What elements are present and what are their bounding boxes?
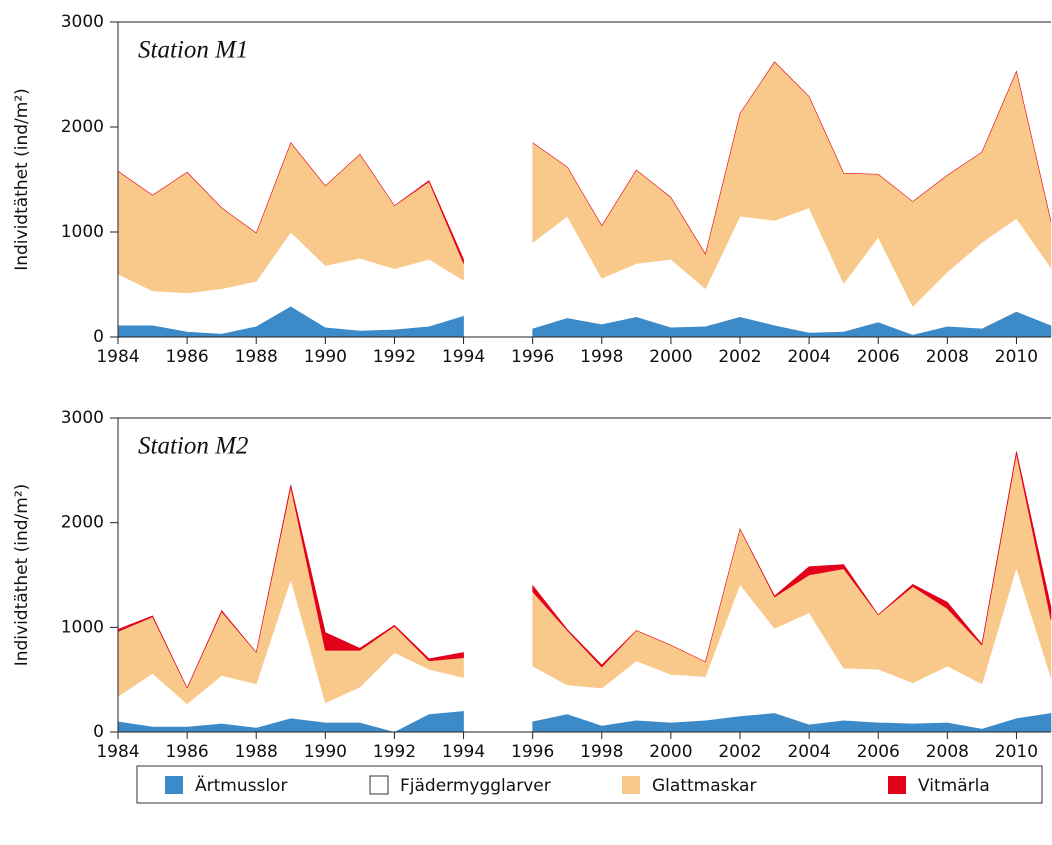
- x-tick-label: 2000: [649, 742, 692, 762]
- x-tick-label: 1988: [235, 347, 278, 367]
- x-tick-label: 1998: [580, 742, 623, 762]
- y-axis-label: Individtäthet (ind/m²): [12, 484, 32, 667]
- annotation: Station M1: [138, 37, 248, 64]
- y-tick-label: 1000: [61, 222, 104, 242]
- y-axis-label: Individtäthet (ind/m²): [12, 88, 32, 271]
- x-tick-label: 2004: [787, 742, 830, 762]
- x-tick-label: 2006: [857, 347, 900, 367]
- legend-box: [136, 765, 1043, 804]
- x-tick-label: 1990: [304, 347, 347, 367]
- x-tick-label: 2010: [995, 347, 1038, 367]
- x-tick-label: 2000: [649, 347, 692, 367]
- y-tick-label: 3000: [61, 408, 104, 428]
- legend-swatch: [888, 776, 906, 794]
- legend-label: Vitmärla: [918, 776, 990, 796]
- y-tick-label: 0: [93, 722, 104, 742]
- x-tick-label: 2002: [718, 742, 761, 762]
- y-tick-label: 1000: [61, 617, 104, 637]
- x-tick-label: 1992: [373, 347, 416, 367]
- annotation: Station M2: [138, 433, 248, 460]
- legend-label: Ärtmusslor: [195, 775, 287, 796]
- x-tick-label: 1992: [373, 742, 416, 762]
- area: [118, 567, 1051, 732]
- area: [117, 453, 1052, 705]
- legend-label: Fjädermygglarver: [400, 776, 551, 796]
- x-tick-label: 2002: [718, 347, 761, 367]
- x-tick-label: 1994: [442, 347, 485, 367]
- x-tick-label: 1984: [96, 742, 139, 762]
- legend-swatch: [165, 776, 183, 794]
- x-tick-label: 2010: [995, 742, 1038, 762]
- area: [117, 451, 1052, 689]
- x-tick-label: 1998: [580, 347, 623, 367]
- x-tick-label: 1996: [511, 347, 554, 367]
- y-tick-label: 2000: [61, 513, 104, 533]
- y-tick-label: 2000: [61, 117, 104, 137]
- x-tick-label: 1990: [304, 742, 347, 762]
- x-tick-label: 1996: [511, 742, 554, 762]
- y-tick-label: 0: [93, 327, 104, 347]
- x-tick-label: 1988: [235, 742, 278, 762]
- y-tick-label: 3000: [61, 12, 104, 32]
- x-tick-label: 1986: [165, 347, 208, 367]
- area: [117, 61, 1052, 264]
- x-tick-label: 1984: [96, 347, 139, 367]
- legend-swatch: [622, 776, 640, 794]
- x-tick-label: 2008: [926, 742, 969, 762]
- legend-swatch: [369, 775, 389, 795]
- x-tick-label: 1986: [165, 742, 208, 762]
- x-tick-label: 2008: [926, 347, 969, 367]
- area: [118, 207, 1051, 335]
- x-tick-label: 1994: [442, 742, 485, 762]
- x-tick-label: 2004: [787, 347, 830, 367]
- x-tick-label: 2006: [857, 742, 900, 762]
- legend-label: Glattmaskar: [652, 776, 756, 796]
